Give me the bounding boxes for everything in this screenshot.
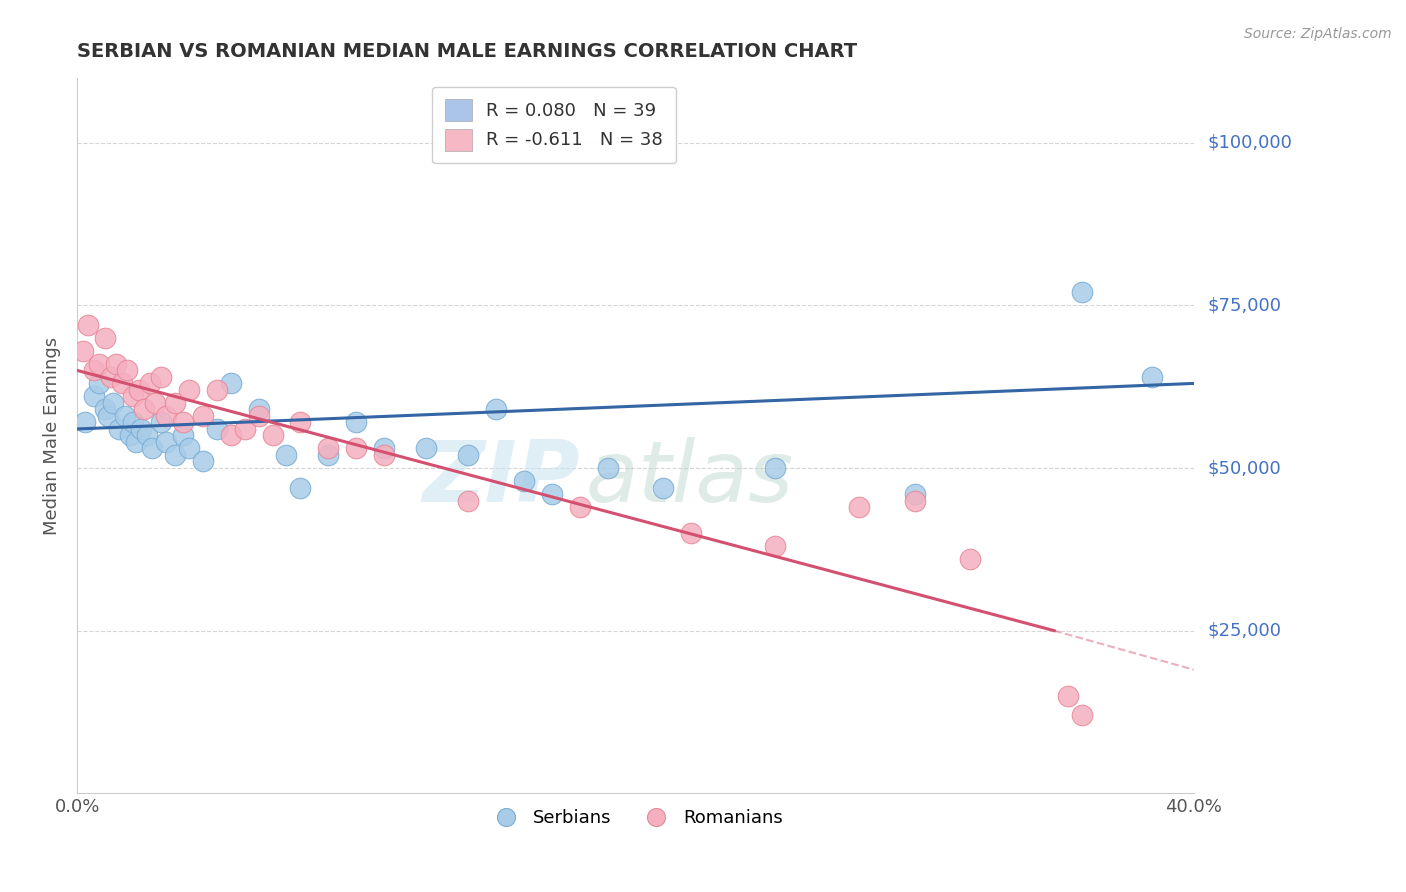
Point — [959, 552, 981, 566]
Point — [904, 493, 927, 508]
Text: ZIP: ZIP — [422, 437, 579, 520]
Point — [122, 389, 145, 403]
Point — [191, 409, 214, 423]
Point — [596, 461, 619, 475]
Point — [94, 402, 117, 417]
Point — [290, 416, 312, 430]
Point — [191, 454, 214, 468]
Point — [143, 396, 166, 410]
Point — [100, 370, 122, 384]
Point — [83, 389, 105, 403]
Point — [89, 376, 111, 391]
Text: $25,000: $25,000 — [1208, 622, 1282, 640]
Text: Source: ZipAtlas.com: Source: ZipAtlas.com — [1244, 27, 1392, 41]
Y-axis label: Median Male Earnings: Median Male Earnings — [44, 336, 60, 534]
Point — [262, 428, 284, 442]
Point — [177, 383, 200, 397]
Point — [177, 442, 200, 456]
Point — [1071, 708, 1094, 723]
Point — [1057, 689, 1080, 703]
Point — [219, 428, 242, 442]
Point — [848, 500, 870, 514]
Point — [172, 416, 194, 430]
Point — [155, 434, 177, 449]
Point — [219, 376, 242, 391]
Point — [233, 422, 256, 436]
Point — [108, 422, 131, 436]
Point — [247, 409, 270, 423]
Point — [132, 402, 155, 417]
Point — [149, 370, 172, 384]
Point — [904, 487, 927, 501]
Point — [75, 416, 97, 430]
Point — [373, 442, 395, 456]
Point — [111, 376, 134, 391]
Point — [114, 409, 136, 423]
Point — [276, 448, 298, 462]
Point — [149, 416, 172, 430]
Point — [163, 396, 186, 410]
Point — [540, 487, 562, 501]
Point — [344, 442, 367, 456]
Point — [138, 376, 160, 391]
Point — [344, 416, 367, 430]
Point — [290, 481, 312, 495]
Point — [652, 481, 675, 495]
Point — [457, 448, 479, 462]
Point — [117, 363, 139, 377]
Point — [77, 318, 100, 332]
Point — [1140, 370, 1163, 384]
Text: $75,000: $75,000 — [1208, 296, 1282, 314]
Point — [128, 383, 150, 397]
Point — [122, 416, 145, 430]
Point — [83, 363, 105, 377]
Point — [415, 442, 437, 456]
Point — [120, 428, 142, 442]
Point — [513, 474, 536, 488]
Point — [247, 402, 270, 417]
Point — [1071, 285, 1094, 300]
Point — [141, 442, 163, 456]
Point — [103, 396, 125, 410]
Point — [763, 539, 786, 553]
Text: atlas: atlas — [585, 437, 793, 520]
Point — [205, 422, 228, 436]
Point — [318, 442, 340, 456]
Point — [163, 448, 186, 462]
Point — [97, 409, 120, 423]
Point — [125, 434, 148, 449]
Point — [172, 428, 194, 442]
Point — [131, 422, 153, 436]
Point — [681, 526, 703, 541]
Point — [373, 448, 395, 462]
Point — [105, 357, 128, 371]
Point — [89, 357, 111, 371]
Text: SERBIAN VS ROMANIAN MEDIAN MALE EARNINGS CORRELATION CHART: SERBIAN VS ROMANIAN MEDIAN MALE EARNINGS… — [77, 42, 858, 61]
Text: $100,000: $100,000 — [1208, 134, 1292, 152]
Point — [485, 402, 508, 417]
Point — [457, 493, 479, 508]
Legend: Serbians, Romanians: Serbians, Romanians — [481, 802, 790, 834]
Point — [568, 500, 591, 514]
Text: $50,000: $50,000 — [1208, 459, 1281, 477]
Point — [135, 428, 157, 442]
Point — [94, 331, 117, 345]
Point — [763, 461, 786, 475]
Point — [155, 409, 177, 423]
Point — [205, 383, 228, 397]
Point — [72, 343, 94, 358]
Point — [318, 448, 340, 462]
